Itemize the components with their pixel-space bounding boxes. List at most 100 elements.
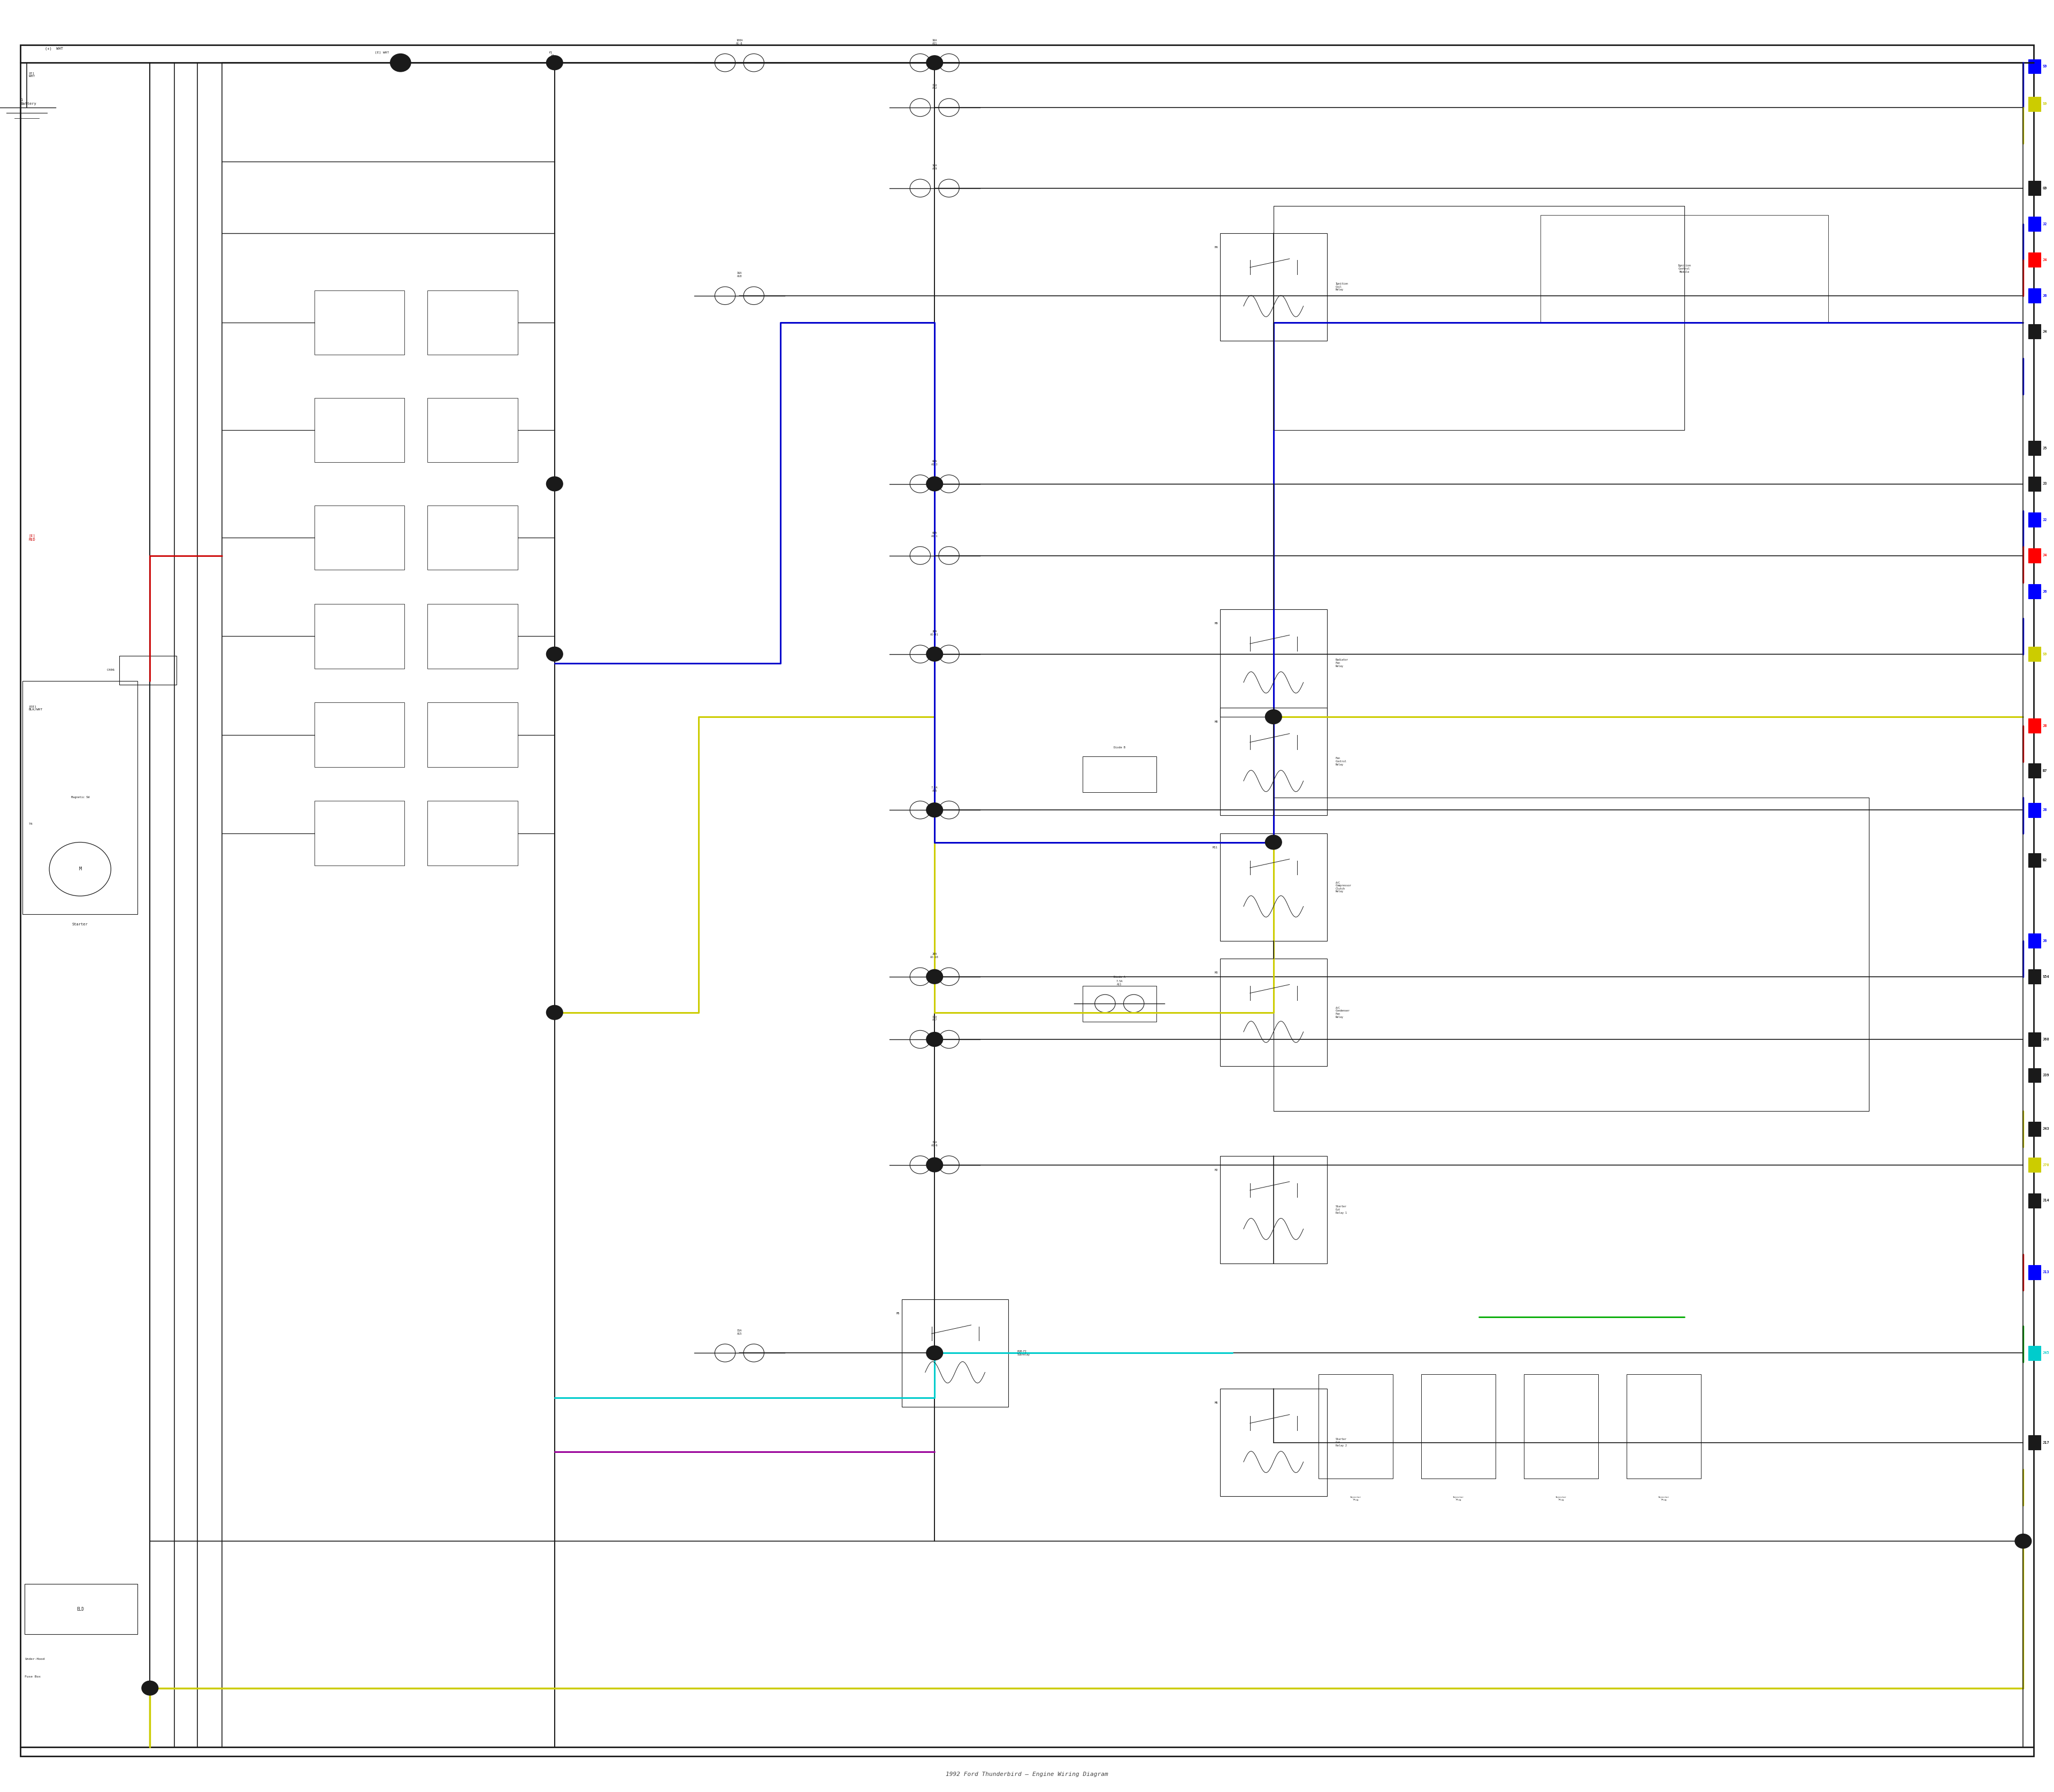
Text: M4: M4 bbox=[1214, 246, 1218, 249]
Text: A/C
Compressor
Clutch
Relay: A/C Compressor Clutch Relay bbox=[1335, 882, 1352, 892]
Text: S9: S9 bbox=[2042, 102, 2048, 106]
Circle shape bbox=[546, 56, 563, 70]
Bar bbox=[314, 290, 405, 355]
Bar bbox=[1220, 609, 1327, 717]
Bar bbox=[427, 801, 518, 866]
Text: J8: J8 bbox=[2042, 724, 2048, 728]
Circle shape bbox=[926, 56, 943, 70]
Text: J68: J68 bbox=[2042, 1038, 2050, 1041]
Text: f1: f1 bbox=[550, 56, 555, 57]
Bar bbox=[2027, 969, 2040, 984]
Bar bbox=[1220, 833, 1327, 941]
Bar bbox=[25, 1584, 138, 1634]
Bar bbox=[2027, 217, 2040, 231]
Text: A/C
Condenser
Fan
Relay: A/C Condenser Fan Relay bbox=[1335, 1007, 1349, 1018]
Bar bbox=[2027, 181, 2040, 195]
Bar bbox=[1273, 797, 1869, 1111]
Bar bbox=[1220, 1156, 1327, 1263]
Bar bbox=[1220, 959, 1327, 1066]
Text: Magnetic SW: Magnetic SW bbox=[72, 796, 88, 799]
Text: M6: M6 bbox=[1214, 1401, 1218, 1405]
Text: 15A
A15: 15A A15 bbox=[737, 1330, 741, 1335]
Text: M2: M2 bbox=[1214, 1168, 1218, 1172]
Bar bbox=[1627, 1374, 1701, 1478]
Bar bbox=[2027, 719, 2040, 733]
Text: f1: f1 bbox=[548, 52, 553, 54]
Text: Injector
Plug: Injector Plug bbox=[1555, 1496, 1567, 1502]
Bar bbox=[2027, 853, 2040, 867]
Text: 15A
A17: 15A A17 bbox=[933, 1016, 937, 1021]
Text: Ignition
Coil
Relay: Ignition Coil Relay bbox=[1335, 283, 1347, 290]
Text: J6: J6 bbox=[2042, 590, 2048, 593]
Text: T4: T4 bbox=[29, 823, 33, 826]
Bar bbox=[2027, 59, 2040, 73]
Bar bbox=[2027, 1435, 2040, 1450]
Text: (+)  WHT: (+) WHT bbox=[45, 47, 64, 50]
Bar bbox=[2027, 548, 2040, 563]
Text: Injector
Plug: Injector Plug bbox=[1452, 1496, 1465, 1502]
Circle shape bbox=[926, 1346, 943, 1360]
Text: Ignition
Control
Module: Ignition Control Module bbox=[1678, 265, 1690, 272]
Circle shape bbox=[926, 647, 943, 661]
Text: J17: J17 bbox=[2042, 1441, 2050, 1444]
Text: S9: S9 bbox=[2042, 65, 2048, 68]
Circle shape bbox=[390, 54, 411, 72]
Bar bbox=[1319, 1374, 1393, 1478]
Text: Fan
Control
Relay: Fan Control Relay bbox=[1335, 758, 1347, 765]
Circle shape bbox=[926, 803, 943, 817]
Text: J4: J4 bbox=[2042, 554, 2048, 557]
Text: 100A
A1-6: 100A A1-6 bbox=[735, 39, 744, 45]
Bar bbox=[427, 702, 518, 767]
Bar bbox=[1082, 986, 1156, 1021]
Bar bbox=[2027, 803, 2040, 817]
Bar bbox=[1082, 756, 1156, 792]
Bar bbox=[1540, 215, 1828, 323]
Text: ELD: ELD bbox=[76, 1607, 84, 1611]
Text: 1
Battery: 1 Battery bbox=[21, 99, 37, 106]
Text: 15A
A22: 15A A22 bbox=[933, 84, 937, 90]
Text: J14: J14 bbox=[2042, 1199, 2050, 1202]
Circle shape bbox=[926, 1158, 943, 1172]
Text: M3: M3 bbox=[1214, 971, 1218, 975]
Bar bbox=[2027, 441, 2040, 455]
Bar bbox=[1220, 233, 1327, 340]
Text: 7.5A
A11: 7.5A A11 bbox=[1115, 980, 1124, 986]
Bar bbox=[314, 801, 405, 866]
Text: Starter
Cut
Relay 2: Starter Cut Relay 2 bbox=[1335, 1439, 1347, 1446]
Text: M: M bbox=[78, 867, 82, 871]
Text: J8: J8 bbox=[2042, 808, 2048, 812]
Text: M5: M5 bbox=[896, 1312, 900, 1315]
Text: B7: B7 bbox=[2042, 769, 2048, 772]
Bar bbox=[314, 398, 405, 462]
Text: S54: S54 bbox=[2042, 975, 2050, 978]
Text: 1992 Ford Thunderbird — Engine Wiring Diagram: 1992 Ford Thunderbird — Engine Wiring Di… bbox=[945, 1772, 1109, 1776]
Text: J39: J39 bbox=[2042, 1073, 2050, 1077]
Text: Starter: Starter bbox=[72, 923, 88, 926]
Circle shape bbox=[142, 1681, 158, 1695]
Bar bbox=[2027, 1346, 2040, 1360]
Text: J6: J6 bbox=[2042, 939, 2048, 943]
Bar bbox=[2027, 324, 2040, 339]
Bar bbox=[2027, 477, 2040, 491]
Text: J70: J70 bbox=[2042, 1163, 2050, 1167]
Bar bbox=[23, 681, 138, 914]
Text: B2: B2 bbox=[2042, 858, 2048, 862]
Bar bbox=[2027, 97, 2040, 111]
Text: J5: J5 bbox=[2042, 446, 2048, 450]
Text: J43: J43 bbox=[2042, 1127, 2050, 1131]
Text: J45: J45 bbox=[2042, 1351, 2050, 1355]
Text: J3: J3 bbox=[2042, 482, 2048, 486]
Bar bbox=[2027, 513, 2040, 527]
Text: [E] WHT: [E] WHT bbox=[376, 52, 388, 54]
Circle shape bbox=[1265, 835, 1282, 849]
Text: 60A
A2-3: 60A A2-3 bbox=[930, 461, 939, 466]
Circle shape bbox=[546, 647, 563, 661]
Text: [E]
RED: [E] RED bbox=[29, 534, 35, 541]
Text: PGM-FI
Subrelay: PGM-FI Subrelay bbox=[1017, 1349, 1029, 1357]
Bar bbox=[2027, 647, 2040, 661]
Text: [E]
WHT: [E] WHT bbox=[29, 72, 35, 77]
Bar bbox=[2027, 1158, 2040, 1172]
Circle shape bbox=[546, 477, 563, 491]
Text: J4: J4 bbox=[2042, 330, 2048, 333]
Bar bbox=[2027, 763, 2040, 778]
